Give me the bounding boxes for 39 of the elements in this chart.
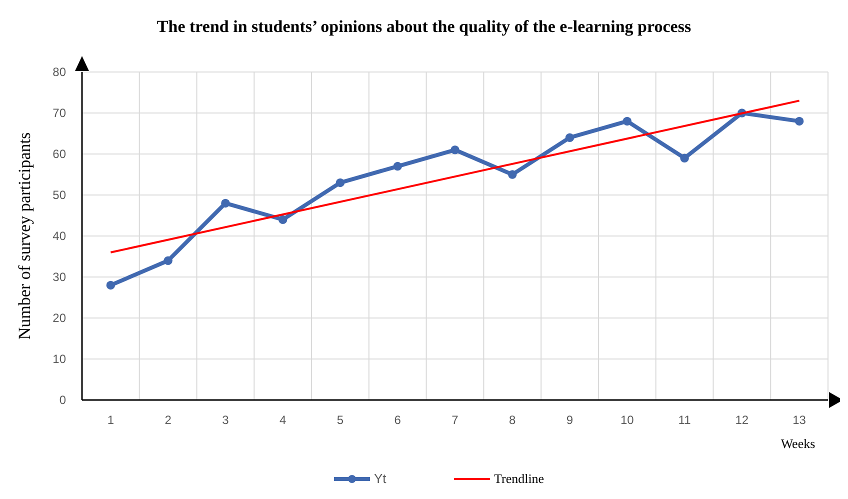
x-tick-label: 12 — [735, 413, 749, 427]
point — [278, 215, 288, 224]
x-tick-label: 6 — [394, 413, 402, 427]
x-tick-label: 9 — [566, 413, 574, 427]
point — [336, 178, 345, 188]
point — [508, 170, 517, 179]
y-tick-label: 70 — [52, 106, 66, 120]
y-tick-label: 60 — [52, 147, 66, 162]
legend-label: Trendline — [494, 471, 544, 486]
point — [565, 133, 574, 142]
x-tick-label: 7 — [452, 413, 459, 427]
y-tick-label: 50 — [52, 188, 66, 202]
point — [794, 116, 804, 126]
x-tick-label: 8 — [509, 413, 516, 427]
y-tick-label: 40 — [52, 229, 66, 244]
y-tick-label: 10 — [52, 352, 66, 366]
chart-title: The trend in students’ opinions about the quality of the e-learning process — [156, 17, 692, 36]
point — [680, 154, 689, 162]
y-tick-label: 0 — [59, 393, 66, 408]
point — [393, 162, 402, 171]
x-tick-label: 13 — [792, 413, 806, 427]
y-tick-label: 30 — [52, 270, 66, 284]
y-tick-label: 80 — [52, 65, 66, 80]
x-tick-label: 4 — [280, 413, 286, 427]
y-axis-title: Number of survey participants — [15, 132, 34, 340]
x-axis-title: Weeks — [780, 436, 816, 451]
point — [221, 198, 230, 208]
x-tick-label: 3 — [222, 413, 230, 427]
point — [106, 280, 116, 290]
x-tick-label: 2 — [164, 413, 172, 427]
point — [164, 256, 172, 265]
point — [622, 116, 632, 126]
x-tick-label: 10 — [620, 413, 634, 427]
x-tick-label: 1 — [107, 413, 114, 427]
y-tick-label: 20 — [52, 311, 66, 326]
point — [450, 146, 460, 154]
x-tick-label: 5 — [336, 413, 344, 427]
legend-label: Yt — [374, 471, 387, 486]
x-tick-label: 11 — [678, 413, 692, 427]
